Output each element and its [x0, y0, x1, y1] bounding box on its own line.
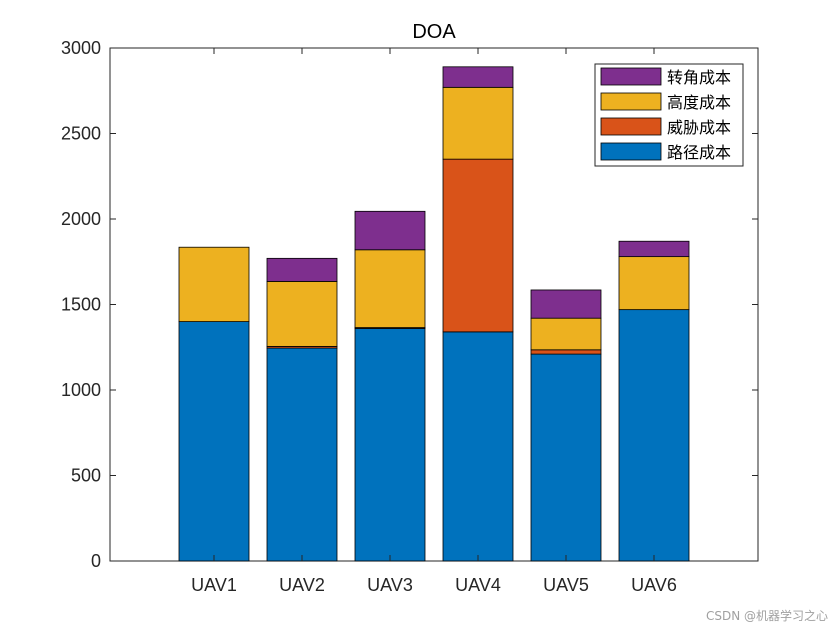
x-tick-label-uav2: UAV2 [279, 575, 325, 595]
bar-uav5-series-0 [530, 353, 602, 562]
bar-uav5-series-2 [530, 317, 602, 351]
bar-uav2-series-3 [266, 257, 338, 282]
bar-uav4-series-2 [442, 86, 514, 160]
y-tick-label: 3000 [61, 38, 101, 58]
bar-uav1-series-0 [178, 321, 250, 562]
watermark: CSDN @机器学习之心 [705, 609, 828, 623]
x-tick-label-uav1: UAV1 [191, 575, 237, 595]
x-tick-label-uav6: UAV6 [631, 575, 677, 595]
legend-label: 威胁成本 [667, 118, 731, 137]
bar-uav4-series-1 [442, 158, 514, 333]
legend-swatch [600, 142, 662, 161]
bar-uav5-series-3 [530, 289, 602, 319]
chart-title: DOA [412, 21, 456, 43]
y-tick-label: 2500 [61, 124, 101, 144]
legend-swatch [600, 117, 662, 136]
x-tick-label-uav4: UAV4 [455, 575, 501, 595]
bar-uav4-series-0 [442, 331, 514, 562]
bar-uav6-series-0 [618, 309, 690, 562]
bar-uav3-series-0 [354, 328, 426, 562]
y-tick-label: 500 [71, 466, 101, 486]
bar-uav6-series-3 [618, 240, 690, 258]
bar-uav6-series-2 [618, 256, 690, 311]
bar-uav2-series-0 [266, 347, 338, 562]
bar-uav2-series-2 [266, 281, 338, 347]
legend-label: 高度成本 [667, 93, 731, 112]
bar-uav3-series-3 [354, 210, 426, 251]
x-tick-label-uav5: UAV5 [543, 575, 589, 595]
bar-uav3-series-2 [354, 249, 426, 328]
legend-label: 转角成本 [667, 68, 731, 87]
y-tick-label: 1500 [61, 295, 101, 315]
legend-swatch [600, 92, 662, 111]
bars-group [178, 66, 690, 562]
y-tick-label: 1000 [61, 380, 101, 400]
y-tick-label: 0 [91, 551, 101, 571]
bar-uav1-series-2 [178, 246, 250, 322]
bar-uav5-series-1 [530, 349, 602, 355]
y-tick-label: 2000 [61, 209, 101, 229]
x-tick-label-uav3: UAV3 [367, 575, 413, 595]
legend-swatch [600, 67, 662, 86]
axes-group: 0 500 1000 1500 2000 2500 3000 UAV1 UAV2 UAV3 UAV4… [61, 38, 758, 595]
bar-uav4-series-3 [442, 66, 514, 88]
legend-label: 路径成本 [667, 143, 731, 162]
